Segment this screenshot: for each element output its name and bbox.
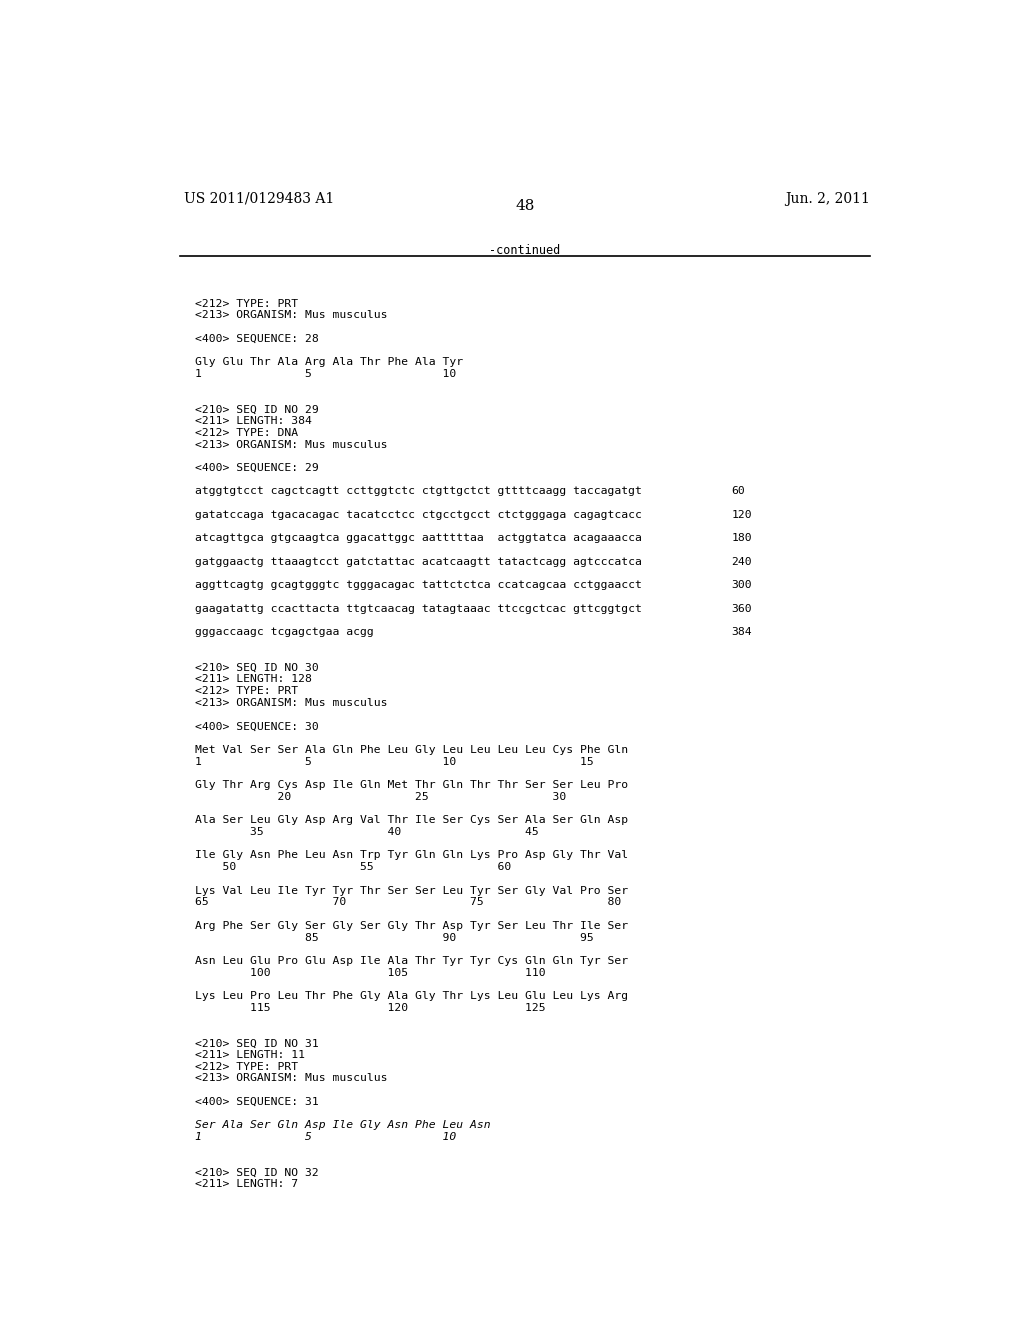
Text: 180: 180 <box>731 533 752 544</box>
Text: 240: 240 <box>731 557 752 566</box>
Text: <212> TYPE: PRT: <212> TYPE: PRT <box>196 1061 299 1072</box>
Text: <210> SEQ ID NO 32: <210> SEQ ID NO 32 <box>196 1167 319 1177</box>
Text: 360: 360 <box>731 603 752 614</box>
Text: gatatccaga tgacacagac tacatcctcc ctgcctgcct ctctgggaga cagagtcacc: gatatccaga tgacacagac tacatcctcc ctgcctg… <box>196 510 642 520</box>
Text: 85                  90                  95: 85 90 95 <box>196 933 594 942</box>
Text: 1               5                   10: 1 5 10 <box>196 1133 457 1142</box>
Text: <212> TYPE: PRT: <212> TYPE: PRT <box>196 298 299 309</box>
Text: 115                 120                 125: 115 120 125 <box>196 1003 546 1012</box>
Text: US 2011/0129483 A1: US 2011/0129483 A1 <box>183 191 334 206</box>
Text: 35                  40                  45: 35 40 45 <box>196 826 540 837</box>
Text: <211> LENGTH: 11: <211> LENGTH: 11 <box>196 1049 305 1060</box>
Text: <213> ORGANISM: Mus musculus: <213> ORGANISM: Mus musculus <box>196 1073 388 1084</box>
Text: <211> LENGTH: 128: <211> LENGTH: 128 <box>196 675 312 684</box>
Text: 300: 300 <box>731 581 752 590</box>
Text: aggttcagtg gcagtgggtc tgggacagac tattctctca ccatcagcaa cctggaacct: aggttcagtg gcagtgggtc tgggacagac tattctc… <box>196 581 642 590</box>
Text: gggaccaagc tcgagctgaa acgg: gggaccaagc tcgagctgaa acgg <box>196 627 374 638</box>
Text: Gly Glu Thr Ala Arg Ala Thr Phe Ala Tyr: Gly Glu Thr Ala Arg Ala Thr Phe Ala Tyr <box>196 358 464 367</box>
Text: <400> SEQUENCE: 29: <400> SEQUENCE: 29 <box>196 463 319 473</box>
Text: 65                  70                  75                  80: 65 70 75 80 <box>196 898 622 907</box>
Text: Jun. 2, 2011: Jun. 2, 2011 <box>785 191 870 206</box>
Text: <212> TYPE: PRT: <212> TYPE: PRT <box>196 686 299 696</box>
Text: Ala Ser Leu Gly Asp Arg Val Thr Ile Ser Cys Ser Ala Ser Gln Asp: Ala Ser Leu Gly Asp Arg Val Thr Ile Ser … <box>196 816 629 825</box>
Text: Met Val Ser Ser Ala Gln Phe Leu Gly Leu Leu Leu Leu Cys Phe Gln: Met Val Ser Ser Ala Gln Phe Leu Gly Leu … <box>196 744 629 755</box>
Text: <400> SEQUENCE: 30: <400> SEQUENCE: 30 <box>196 721 319 731</box>
Text: <213> ORGANISM: Mus musculus: <213> ORGANISM: Mus musculus <box>196 440 388 450</box>
Text: 20                  25                  30: 20 25 30 <box>196 792 566 801</box>
Text: 1               5                   10: 1 5 10 <box>196 370 457 379</box>
Text: 100                 105                 110: 100 105 110 <box>196 968 546 978</box>
Text: 60: 60 <box>731 487 744 496</box>
Text: Lys Val Leu Ile Tyr Tyr Thr Ser Ser Leu Tyr Ser Gly Val Pro Ser: Lys Val Leu Ile Tyr Tyr Thr Ser Ser Leu … <box>196 886 629 896</box>
Text: Gly Thr Arg Cys Asp Ile Gln Met Thr Gln Thr Thr Ser Ser Leu Pro: Gly Thr Arg Cys Asp Ile Gln Met Thr Gln … <box>196 780 629 789</box>
Text: <211> LENGTH: 7: <211> LENGTH: 7 <box>196 1179 299 1189</box>
Text: 1               5                   10                  15: 1 5 10 15 <box>196 756 594 767</box>
Text: <400> SEQUENCE: 28: <400> SEQUENCE: 28 <box>196 334 319 345</box>
Text: -continued: -continued <box>489 244 560 257</box>
Text: <213> ORGANISM: Mus musculus: <213> ORGANISM: Mus musculus <box>196 310 388 321</box>
Text: Asn Leu Glu Pro Glu Asp Ile Ala Thr Tyr Tyr Cys Gln Gln Tyr Ser: Asn Leu Glu Pro Glu Asp Ile Ala Thr Tyr … <box>196 956 629 966</box>
Text: Ser Ala Ser Gln Asp Ile Gly Asn Phe Leu Asn: Ser Ala Ser Gln Asp Ile Gly Asn Phe Leu … <box>196 1121 492 1130</box>
Text: 120: 120 <box>731 510 752 520</box>
Text: <210> SEQ ID NO 31: <210> SEQ ID NO 31 <box>196 1039 319 1048</box>
Text: gaagatattg ccacttacta ttgtcaacag tatagtaaac ttccgctcac gttcggtgct: gaagatattg ccacttacta ttgtcaacag tatagta… <box>196 603 642 614</box>
Text: Arg Phe Ser Gly Ser Gly Ser Gly Thr Asp Tyr Ser Leu Thr Ile Ser: Arg Phe Ser Gly Ser Gly Ser Gly Thr Asp … <box>196 921 629 931</box>
Text: <400> SEQUENCE: 31: <400> SEQUENCE: 31 <box>196 1097 319 1107</box>
Text: <212> TYPE: DNA: <212> TYPE: DNA <box>196 428 299 438</box>
Text: gatggaactg ttaaagtcct gatctattac acatcaagtt tatactcagg agtcccatca: gatggaactg ttaaagtcct gatctattac acatcaa… <box>196 557 642 566</box>
Text: 384: 384 <box>731 627 752 638</box>
Text: atggtgtcct cagctcagtt ccttggtctc ctgttgctct gttttcaagg taccagatgt: atggtgtcct cagctcagtt ccttggtctc ctgttgc… <box>196 487 642 496</box>
Text: Ile Gly Asn Phe Leu Asn Trp Tyr Gln Gln Lys Pro Asp Gly Thr Val: Ile Gly Asn Phe Leu Asn Trp Tyr Gln Gln … <box>196 850 629 861</box>
Text: <210> SEQ ID NO 30: <210> SEQ ID NO 30 <box>196 663 319 673</box>
Text: Lys Leu Pro Leu Thr Phe Gly Ala Gly Thr Lys Leu Glu Leu Lys Arg: Lys Leu Pro Leu Thr Phe Gly Ala Gly Thr … <box>196 991 629 1002</box>
Text: <211> LENGTH: 384: <211> LENGTH: 384 <box>196 416 312 426</box>
Text: <213> ORGANISM: Mus musculus: <213> ORGANISM: Mus musculus <box>196 698 388 708</box>
Text: 48: 48 <box>515 199 535 213</box>
Text: 50                  55                  60: 50 55 60 <box>196 862 512 873</box>
Text: atcagttgca gtgcaagtca ggacattggc aatttttaa  actggtatca acagaaacca: atcagttgca gtgcaagtca ggacattggc aattttt… <box>196 533 642 544</box>
Text: <210> SEQ ID NO 29: <210> SEQ ID NO 29 <box>196 404 319 414</box>
